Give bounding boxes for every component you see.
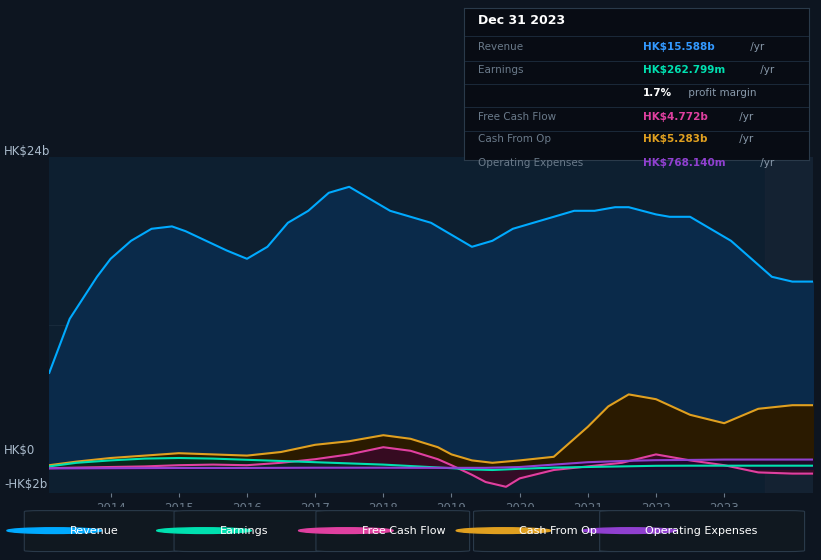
Text: /yr: /yr xyxy=(757,157,774,167)
Text: 1.7%: 1.7% xyxy=(643,88,672,98)
Text: Free Cash Flow: Free Cash Flow xyxy=(478,111,556,122)
Text: /yr: /yr xyxy=(746,42,764,52)
Text: /yr: /yr xyxy=(736,134,754,144)
Text: Cash From Op: Cash From Op xyxy=(519,526,597,535)
Circle shape xyxy=(7,528,102,534)
Text: Revenue: Revenue xyxy=(478,42,523,52)
Text: profit margin: profit margin xyxy=(685,88,756,98)
Text: Operating Expenses: Operating Expenses xyxy=(645,526,758,535)
Text: HK$24b: HK$24b xyxy=(4,144,50,158)
Text: Cash From Op: Cash From Op xyxy=(478,134,551,144)
Text: HK$0: HK$0 xyxy=(4,444,35,458)
Text: Earnings: Earnings xyxy=(220,526,268,535)
Text: -HK$2b: -HK$2b xyxy=(4,478,48,491)
Text: Earnings: Earnings xyxy=(478,66,523,76)
Text: Free Cash Flow: Free Cash Flow xyxy=(361,526,445,535)
Circle shape xyxy=(299,528,393,534)
Text: Dec 31 2023: Dec 31 2023 xyxy=(478,15,565,27)
Text: HK$4.772b: HK$4.772b xyxy=(643,111,708,122)
Text: HK$262.799m: HK$262.799m xyxy=(643,66,726,76)
Text: HK$768.140m: HK$768.140m xyxy=(643,157,726,167)
FancyBboxPatch shape xyxy=(599,511,805,552)
Text: /yr: /yr xyxy=(757,66,774,76)
Circle shape xyxy=(157,528,251,534)
Circle shape xyxy=(456,528,551,534)
Text: Operating Expenses: Operating Expenses xyxy=(478,157,583,167)
Circle shape xyxy=(582,528,677,534)
Bar xyxy=(765,157,813,493)
FancyBboxPatch shape xyxy=(316,511,470,552)
Text: HK$15.588b: HK$15.588b xyxy=(643,42,715,52)
FancyBboxPatch shape xyxy=(174,511,328,552)
FancyBboxPatch shape xyxy=(474,511,627,552)
Text: /yr: /yr xyxy=(736,111,754,122)
FancyBboxPatch shape xyxy=(25,511,178,552)
Text: HK$5.283b: HK$5.283b xyxy=(643,134,708,144)
Text: Revenue: Revenue xyxy=(70,526,119,535)
